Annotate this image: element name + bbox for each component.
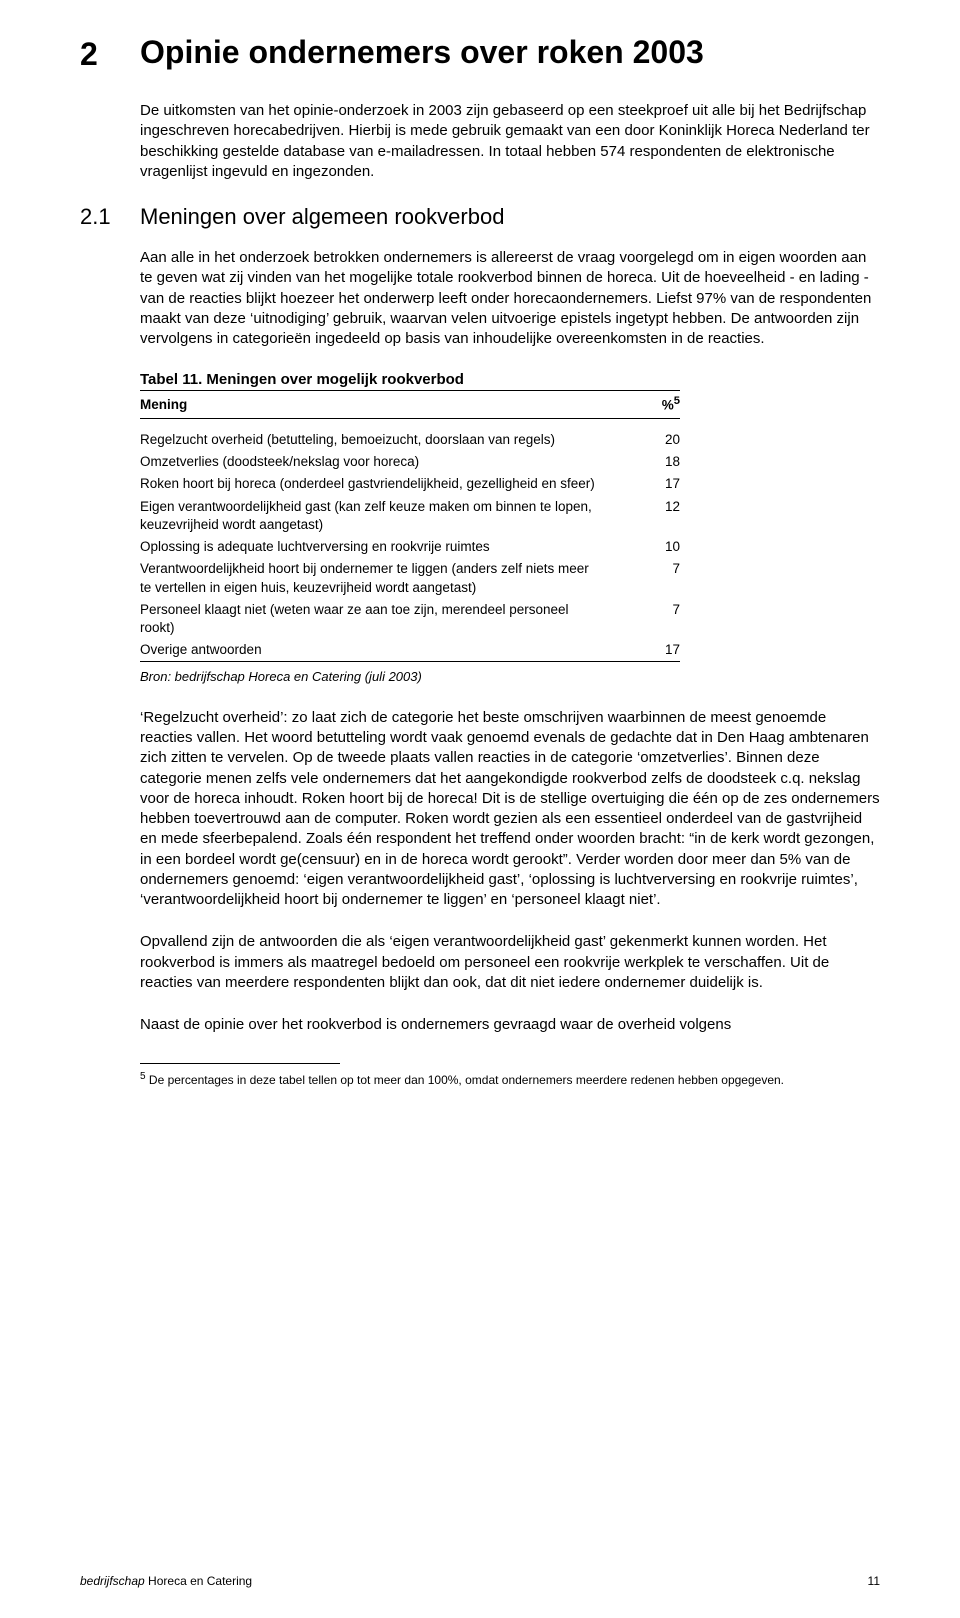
table-cell-value: 18 (600, 451, 680, 473)
footer-left-italic: bedrijfschap (80, 1574, 145, 1588)
footnote-rule (140, 1063, 340, 1064)
table-title: Tabel 11. Meningen over mogelijk rookver… (140, 371, 880, 388)
table-row: Eigen verantwoordelijkheid gast (kan zel… (140, 496, 680, 536)
table-cell-value: 17 (600, 639, 680, 662)
after-paragraph-3: Naast de opinie over het rookverbod is o… (140, 1015, 880, 1035)
footer-left: bedrijfschap Horeca en Catering (80, 1574, 252, 1588)
footer-left-rest: Horeca en Catering (145, 1574, 252, 1588)
table-col-percent-label: % (662, 398, 674, 413)
table-col-percent-footnote-marker: 5 (674, 395, 680, 407)
table-col-percent: %5 (600, 391, 680, 419)
table-cell-label: Overige antwoorden (140, 639, 600, 662)
table-row: Regelzucht overheid (betutteling, bemoei… (140, 418, 680, 451)
table-source-row: Bron: bedrijfschap Horeca en Catering (j… (140, 662, 680, 688)
table-cell-value: 7 (600, 599, 680, 639)
table-row: Omzetverlies (doodsteek/nekslag voor hor… (140, 451, 680, 473)
table-cell-label: Regelzucht overheid (betutteling, bemoei… (140, 418, 600, 451)
table-cell-label: Roken hoort bij horeca (onderdeel gastvr… (140, 473, 600, 495)
opinion-table: Mening %5 Regelzucht overheid (betutteli… (140, 390, 680, 688)
table-cell-value: 20 (600, 418, 680, 451)
section-title: Meningen over algemeen rookverbod (140, 204, 880, 230)
intro-paragraph: De uitkomsten van het opinie-onderzoek i… (140, 101, 880, 182)
table-cell-value: 17 (600, 473, 680, 495)
table-row: Roken hoort bij horeca (onderdeel gastvr… (140, 473, 680, 495)
footnote: 5 De percentages in deze tabel tellen op… (140, 1070, 920, 1088)
table-cell-value: 12 (600, 496, 680, 536)
page-footer: bedrijfschap Horeca en Catering 11 (80, 1574, 880, 1588)
chapter-heading: 2 Opinie ondernemers over roken 2003 (80, 36, 880, 73)
table-row: Overige antwoorden 17 (140, 639, 680, 662)
table-row: Personeel klaagt niet (weten waar ze aan… (140, 599, 680, 639)
table-source: Bron: bedrijfschap Horeca en Catering (j… (140, 662, 680, 688)
table-row: Verantwoordelijkheid hoort bij onderneme… (140, 558, 680, 598)
opinion-table-wrap: Tabel 11. Meningen over mogelijk rookver… (140, 371, 880, 688)
table-col-mening: Mening (140, 391, 600, 419)
table-cell-label: Personeel klaagt niet (weten waar ze aan… (140, 599, 600, 639)
section-number: 2.1 (80, 204, 120, 230)
table-cell-label: Oplossing is adequate luchtverversing en… (140, 536, 600, 558)
chapter-number: 2 (80, 36, 120, 73)
table-cell-label: Verantwoordelijkheid hoort bij onderneme… (140, 558, 600, 598)
section-paragraph-1: Aan alle in het onderzoek betrokken onde… (140, 248, 880, 349)
chapter-title: Opinie ondernemers over roken 2003 (140, 36, 880, 73)
footnote-text: De percentages in deze tabel tellen op t… (146, 1073, 784, 1087)
after-paragraph-2: Opvallend zijn de antwoorden die als ‘ei… (140, 932, 880, 993)
table-cell-value: 10 (600, 536, 680, 558)
after-paragraph-1: ‘Regelzucht overheid’: zo laat zich de c… (140, 708, 880, 911)
footer-page-number: 11 (868, 1574, 880, 1588)
table-row: Oplossing is adequate luchtverversing en… (140, 536, 680, 558)
section-heading: 2.1 Meningen over algemeen rookverbod (80, 204, 880, 230)
table-header-row: Mening %5 (140, 391, 680, 419)
table-cell-label: Eigen verantwoordelijkheid gast (kan zel… (140, 496, 600, 536)
table-cell-value: 7 (600, 558, 680, 598)
table-cell-label: Omzetverlies (doodsteek/nekslag voor hor… (140, 451, 600, 473)
